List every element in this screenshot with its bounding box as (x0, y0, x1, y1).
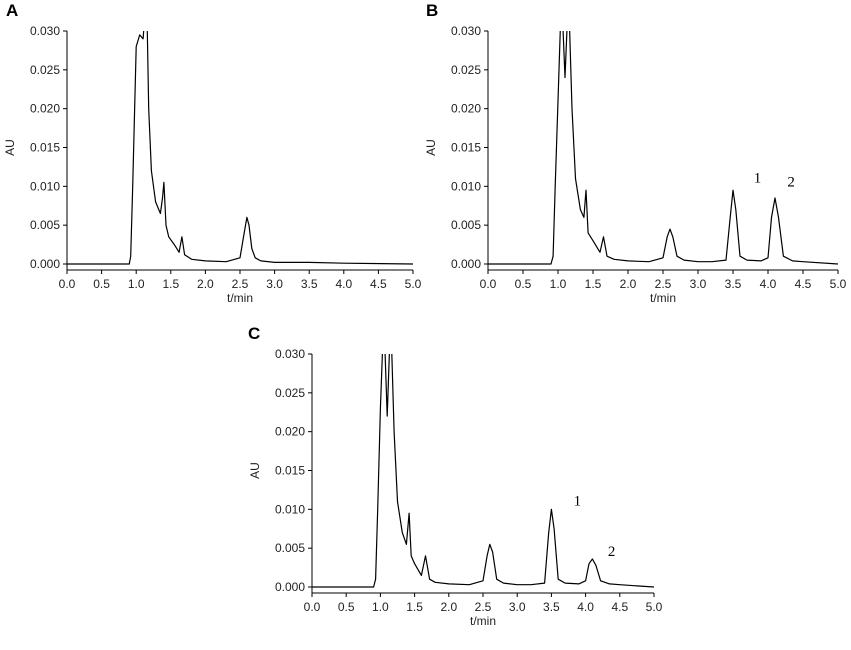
x-tick-label: 4.0 (760, 277, 777, 291)
x-tick-label: 4.5 (611, 600, 628, 614)
x-tick-label: 2.5 (475, 600, 492, 614)
panel-letter: A (6, 1, 18, 20)
x-tick-label: 1.0 (128, 277, 145, 291)
y-tick-label: 0.030 (30, 24, 60, 38)
panel-letter: B (426, 1, 438, 20)
x-tick-label: 0.0 (480, 277, 497, 291)
x-tick-label: 3.5 (301, 277, 318, 291)
panel-b: B 0.0 0.5 1.0 1.5 2.0 2.5 3.0 3.5 4.0 4.5 5.0 0.000 0… (424, 1, 847, 305)
x-tick-label: 0.5 (93, 277, 110, 291)
y-tick-label: 0.020 (451, 102, 481, 116)
x-tick-label: 1.5 (406, 600, 423, 614)
x-tick-label: 2.0 (440, 600, 457, 614)
x-tick-label: 0.0 (304, 600, 321, 614)
x-tick-label: 5.0 (646, 600, 663, 614)
x-tick-label: 1.0 (372, 600, 389, 614)
y-tick-label: 0.000 (451, 257, 481, 271)
x-tick-label: 3.5 (725, 277, 742, 291)
panel-c: C 0.0 0.5 1.0 1.5 2.0 2.5 3.0 3.5 4.0 4.5 5.0 0.000 0… (248, 324, 663, 628)
y-tick-label: 0.015 (275, 464, 305, 478)
y-tick-label: 0.015 (30, 141, 60, 155)
x-tick-label: 0.0 (59, 277, 76, 291)
x-tick-label: 0.5 (515, 277, 532, 291)
y-axis-label: AU (424, 139, 438, 156)
x-axis-label: t/min (650, 291, 676, 305)
peak-label: 1 (574, 493, 582, 509)
y-tick-label: 0.015 (451, 141, 481, 155)
peak-label: 2 (787, 174, 795, 190)
chromatogram-trace (488, 31, 839, 265)
x-tick-label: 3.0 (690, 277, 707, 291)
chromatogram-trace (67, 31, 414, 265)
y-tick-label: 0.030 (275, 347, 305, 361)
x-tick-label: 3.0 (509, 600, 526, 614)
panel-a: A 0.0 0.5 1.0 1.5 2.0 2.5 3.0 3.5 4.0 4.5 5.0 0.000 0… (3, 1, 422, 305)
x-axis-label: t/min (227, 291, 253, 305)
x-tick-label: 3.5 (543, 600, 560, 614)
y-tick-label: 0.010 (451, 179, 481, 193)
x-tick-label: 5.0 (830, 277, 847, 291)
x-tick-label: 3.0 (266, 277, 283, 291)
x-tick-label: 4.0 (335, 277, 352, 291)
x-tick-label: 4.5 (370, 277, 387, 291)
peak-label: 2 (608, 544, 616, 560)
y-tick-label: 0.025 (275, 386, 305, 400)
panel-letter: C (248, 324, 260, 343)
y-tick-label: 0.020 (275, 425, 305, 439)
x-tick-label: 1.5 (162, 277, 179, 291)
chromatogram-trace (312, 354, 655, 588)
y-axis-label: AU (3, 139, 17, 156)
x-tick-label: 2.0 (197, 277, 214, 291)
x-tick-label: 4.0 (577, 600, 594, 614)
y-tick-label: 0.000 (275, 580, 305, 594)
y-tick-label: 0.025 (451, 63, 481, 77)
x-tick-label: 0.5 (338, 600, 355, 614)
x-tick-label: 4.5 (795, 277, 812, 291)
y-tick-label: 0.030 (451, 24, 481, 38)
y-tick-label: 0.005 (30, 218, 60, 232)
y-tick-label: 0.000 (30, 257, 60, 271)
y-tick-label: 0.005 (451, 218, 481, 232)
y-axis-label: AU (248, 462, 262, 479)
peak-label: 1 (754, 170, 762, 186)
y-tick-label: 0.010 (275, 502, 305, 516)
x-tick-label: 2.5 (655, 277, 672, 291)
y-tick-label: 0.005 (275, 541, 305, 555)
x-tick-label: 2.5 (232, 277, 249, 291)
y-tick-label: 0.020 (30, 102, 60, 116)
x-tick-label: 5.0 (405, 277, 422, 291)
x-tick-label: 1.0 (550, 277, 567, 291)
x-axis-label: t/min (470, 614, 496, 628)
x-tick-label: 1.5 (585, 277, 602, 291)
x-tick-label: 2.0 (620, 277, 637, 291)
y-tick-label: 0.010 (30, 179, 60, 193)
y-tick-label: 0.025 (30, 63, 60, 77)
